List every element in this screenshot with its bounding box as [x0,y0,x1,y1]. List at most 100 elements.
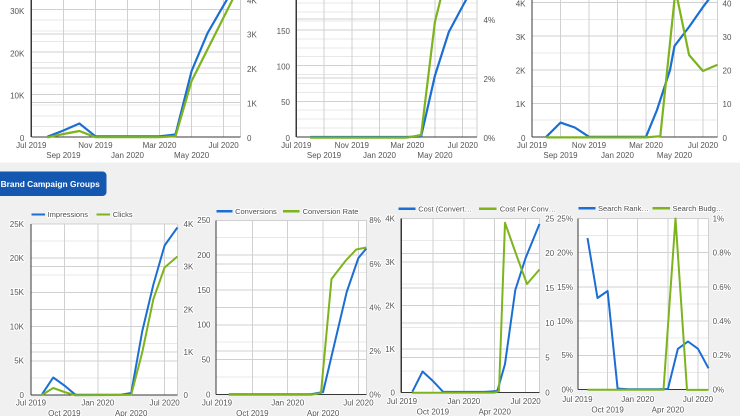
svg-text:10K: 10K [10,323,25,332]
svg-text:1K: 1K [516,100,526,109]
svg-text:3K: 3K [184,263,194,272]
svg-text:5: 5 [545,354,550,363]
svg-text:30K: 30K [10,7,25,16]
svg-text:Jan 2020: Jan 2020 [621,395,654,404]
svg-text:1K: 1K [184,348,194,357]
svg-text:Brand Campaign Groups: Brand Campaign Groups [1,179,100,189]
svg-text:Jul 2020: Jul 2020 [208,141,239,150]
svg-text:Jul 2020: Jul 2020 [149,399,180,408]
svg-text:20: 20 [723,67,732,76]
svg-text:150: 150 [197,286,211,295]
svg-text:Jul 2019: Jul 2019 [387,397,418,406]
svg-text:0: 0 [286,134,291,143]
svg-text:40: 40 [723,0,732,8]
svg-text:30: 30 [723,33,732,42]
svg-text:25K: 25K [10,220,25,229]
svg-text:Jul 2019: Jul 2019 [281,141,312,150]
svg-text:Jul 2020: Jul 2020 [343,399,374,408]
svg-text:10%: 10% [557,317,573,326]
svg-text:1%: 1% [713,214,725,223]
svg-text:Cost (Convert…: Cost (Convert… [418,205,472,214]
svg-text:5%: 5% [561,351,573,360]
svg-text:Oct 2019: Oct 2019 [48,409,81,416]
svg-text:20: 20 [545,249,554,258]
svg-text:150: 150 [277,27,291,36]
svg-text:Mar 2020: Mar 2020 [143,141,177,150]
svg-text:4K: 4K [385,214,395,223]
svg-text:0%: 0% [369,390,381,399]
svg-text:Mar 2020: Mar 2020 [629,141,663,150]
svg-text:Clicks: Clicks [113,210,133,219]
svg-text:10: 10 [545,319,554,328]
svg-text:Conversions: Conversions [235,207,277,216]
svg-text:Oct 2019: Oct 2019 [591,405,624,414]
svg-text:Apr 2020: Apr 2020 [115,409,148,416]
svg-text:Jul 2020: Jul 2020 [683,395,714,404]
svg-text:Impressions: Impressions [48,210,89,219]
svg-text:2K: 2K [516,67,526,76]
svg-text:Search Rank…: Search Rank… [598,204,649,213]
svg-text:0: 0 [545,388,550,397]
svg-text:3K: 3K [385,258,395,267]
svg-text:4K: 4K [247,0,257,5]
svg-text:0.6%: 0.6% [713,283,731,292]
svg-text:4K: 4K [184,220,194,229]
svg-text:20K: 20K [10,254,25,263]
svg-text:250: 250 [197,216,211,225]
svg-text:Jul 2019: Jul 2019 [202,399,233,408]
svg-text:Jul 2019: Jul 2019 [16,399,47,408]
svg-text:2%: 2% [369,347,381,356]
svg-text:Jul 2019: Jul 2019 [562,395,593,404]
svg-text:Jul 2020: Jul 2020 [510,397,541,406]
svg-text:0: 0 [521,134,526,143]
svg-text:Apr 2020: Apr 2020 [478,407,511,416]
svg-text:Sep 2019: Sep 2019 [307,151,342,160]
svg-text:50: 50 [281,98,290,107]
svg-text:100: 100 [277,63,291,72]
svg-text:15: 15 [545,284,554,293]
svg-text:4K: 4K [516,0,526,8]
svg-text:4%: 4% [369,303,381,312]
svg-text:2K: 2K [385,301,395,310]
svg-text:Sep 2019: Sep 2019 [46,151,81,160]
svg-text:0%: 0% [484,134,496,143]
svg-text:Jul 2020: Jul 2020 [448,141,479,150]
svg-text:Jan 2020: Jan 2020 [447,397,480,406]
svg-text:Search Budg…: Search Budg… [673,204,724,213]
svg-text:200: 200 [197,251,211,260]
svg-text:Jan 2020: Jan 2020 [271,399,304,408]
svg-text:10K: 10K [10,92,25,101]
svg-text:0.8%: 0.8% [713,249,731,258]
svg-text:Jan 2020: Jan 2020 [601,151,634,160]
svg-text:20K: 20K [10,49,25,58]
svg-text:3K: 3K [516,33,526,42]
svg-text:50: 50 [202,356,211,365]
svg-text:10: 10 [723,100,732,109]
svg-text:May 2020: May 2020 [174,151,210,160]
svg-text:May 2020: May 2020 [657,151,693,160]
svg-text:0.4%: 0.4% [713,317,731,326]
svg-text:0: 0 [206,390,211,399]
svg-text:8%: 8% [369,216,381,225]
svg-text:15%: 15% [557,283,573,292]
svg-text:20%: 20% [557,249,573,258]
svg-text:Mar 2020: Mar 2020 [390,141,424,150]
svg-text:25: 25 [545,214,554,223]
svg-text:Apr 2020: Apr 2020 [307,409,340,416]
svg-text:0: 0 [20,134,25,143]
svg-text:6%: 6% [369,260,381,269]
svg-text:1K: 1K [385,345,395,354]
svg-text:0: 0 [184,391,189,400]
svg-text:Oct 2019: Oct 2019 [236,409,269,416]
svg-text:Nov 2019: Nov 2019 [572,141,607,150]
svg-text:Oct 2019: Oct 2019 [417,407,450,416]
svg-text:Nov 2019: Nov 2019 [78,141,113,150]
svg-text:2K: 2K [247,65,257,74]
svg-text:0%: 0% [561,385,573,394]
svg-text:3K: 3K [247,31,257,40]
svg-text:100: 100 [197,321,211,330]
svg-text:2%: 2% [484,75,496,84]
svg-text:15K: 15K [10,288,25,297]
svg-text:4%: 4% [484,16,496,25]
svg-text:Jul 2020: Jul 2020 [688,141,719,150]
